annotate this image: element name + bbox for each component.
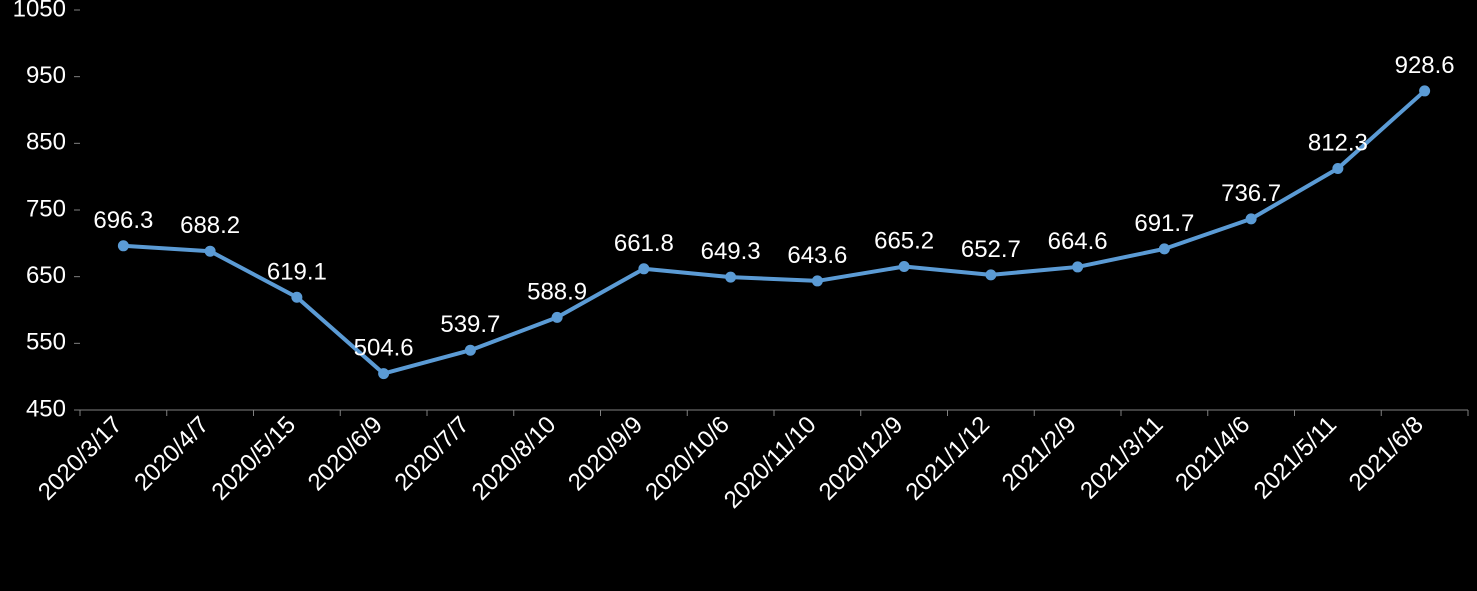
x-category-label: 2020/10/6 [640, 411, 735, 506]
data-marker [205, 246, 215, 256]
x-category-label: 2020/3/17 [33, 411, 128, 506]
x-category-label: 2020/4/7 [129, 411, 214, 496]
data-label: 652.7 [961, 236, 1021, 263]
x-category-label: 2021/4/6 [1170, 411, 1255, 496]
data-marker [986, 270, 996, 280]
data-marker [465, 345, 475, 355]
data-label: 928.6 [1395, 52, 1455, 79]
data-label: 812.3 [1308, 129, 1368, 156]
y-tick-label: 450 [26, 395, 66, 422]
data-marker [118, 241, 128, 251]
data-label: 588.9 [527, 278, 587, 305]
chart-svg: 45055065075085095010502020/3/172020/4/72… [0, 0, 1477, 591]
y-tick-label: 550 [26, 329, 66, 356]
data-label: 649.3 [701, 238, 761, 265]
y-tick-label: 750 [26, 195, 66, 222]
data-label: 539.7 [440, 311, 500, 338]
data-label: 619.1 [267, 258, 327, 285]
x-category-label: 2020/7/7 [389, 411, 474, 496]
data-marker [1073, 262, 1083, 272]
x-category-label: 2021/6/8 [1344, 411, 1429, 496]
data-marker [1246, 214, 1256, 224]
y-tick-label: 950 [26, 62, 66, 89]
y-tick-label: 650 [26, 262, 66, 289]
data-label: 504.6 [354, 335, 414, 362]
y-tick-label: 850 [26, 129, 66, 156]
x-category-label: 2021/2/9 [997, 411, 1082, 496]
data-label: 664.6 [1048, 228, 1108, 255]
x-category-label: 2021/1/12 [901, 411, 996, 506]
x-category-label: 2020/11/10 [719, 411, 822, 514]
line-chart: 45055065075085095010502020/3/172020/4/72… [0, 0, 1477, 591]
x-category-label: 2020/9/9 [563, 411, 648, 496]
x-category-label: 2020/12/9 [814, 411, 909, 506]
data-label: 661.8 [614, 230, 674, 257]
data-marker [1159, 244, 1169, 254]
data-marker [726, 272, 736, 282]
data-marker [292, 292, 302, 302]
data-label: 688.2 [180, 212, 240, 239]
data-label: 691.7 [1134, 210, 1194, 237]
y-tick-label: 1050 [13, 0, 66, 22]
data-label: 665.2 [874, 228, 934, 255]
x-category-label: 2020/6/9 [303, 411, 388, 496]
data-marker [899, 262, 909, 272]
data-marker [812, 276, 822, 286]
x-category-label: 2021/5/11 [1249, 411, 1342, 504]
data-marker [639, 264, 649, 274]
x-category-label: 2021/3/11 [1075, 411, 1168, 504]
data-label: 736.7 [1221, 180, 1281, 207]
series-line [123, 91, 1424, 374]
x-category-label: 2020/8/10 [467, 411, 562, 506]
data-marker [552, 312, 562, 322]
data-label: 696.3 [93, 207, 153, 234]
data-marker [379, 369, 389, 379]
x-category-label: 2020/5/15 [207, 411, 302, 506]
data-marker [1333, 163, 1343, 173]
data-label: 643.6 [787, 242, 847, 269]
data-marker [1420, 86, 1430, 96]
